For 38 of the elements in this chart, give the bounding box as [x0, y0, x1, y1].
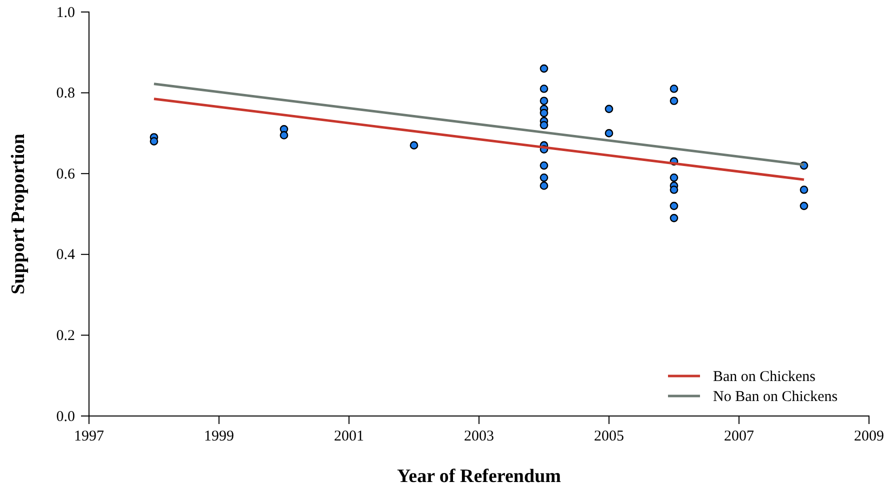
y-tick-label: 0.6 — [56, 166, 76, 182]
x-tick-label: 2005 — [594, 428, 624, 445]
point — [540, 84, 548, 93]
point — [670, 202, 678, 210]
point — [670, 214, 678, 222]
point — [540, 64, 548, 73]
point — [670, 96, 678, 106]
x-tick-label: 2003 — [464, 428, 494, 445]
point — [540, 161, 548, 170]
point — [150, 137, 158, 146]
point — [670, 173, 678, 182]
x-tick-label: 2001 — [334, 428, 364, 445]
point — [540, 173, 548, 182]
y-tick-label: 0.2 — [56, 328, 75, 344]
y-tick-label: 0.8 — [56, 86, 75, 102]
x-tick-label: 2007 — [724, 428, 754, 445]
y-tick-label: 0.0 — [56, 408, 75, 425]
point — [604, 104, 614, 114]
point — [280, 131, 288, 140]
legend-label: Ban on Chickens — [713, 369, 816, 385]
x-tick-label: 2009 — [854, 428, 884, 445]
point — [670, 186, 678, 194]
point — [540, 182, 548, 190]
point — [540, 120, 548, 130]
point — [800, 202, 808, 210]
legend-label: No Ban on Chickens — [713, 389, 838, 405]
y-tick-label: 0.4 — [56, 247, 76, 264]
point — [670, 84, 678, 93]
point — [540, 108, 548, 118]
y-axis-title: Support Proportion — [8, 133, 29, 294]
point — [540, 96, 548, 106]
y-tick-label: 1.0 — [56, 4, 75, 21]
x-tick-label: 1997 — [74, 428, 104, 445]
point — [410, 141, 418, 150]
x-tick-label: 1999 — [204, 428, 234, 445]
point — [604, 129, 614, 138]
point — [800, 186, 808, 194]
x-axis-title: Year of Referendum — [397, 466, 562, 487]
